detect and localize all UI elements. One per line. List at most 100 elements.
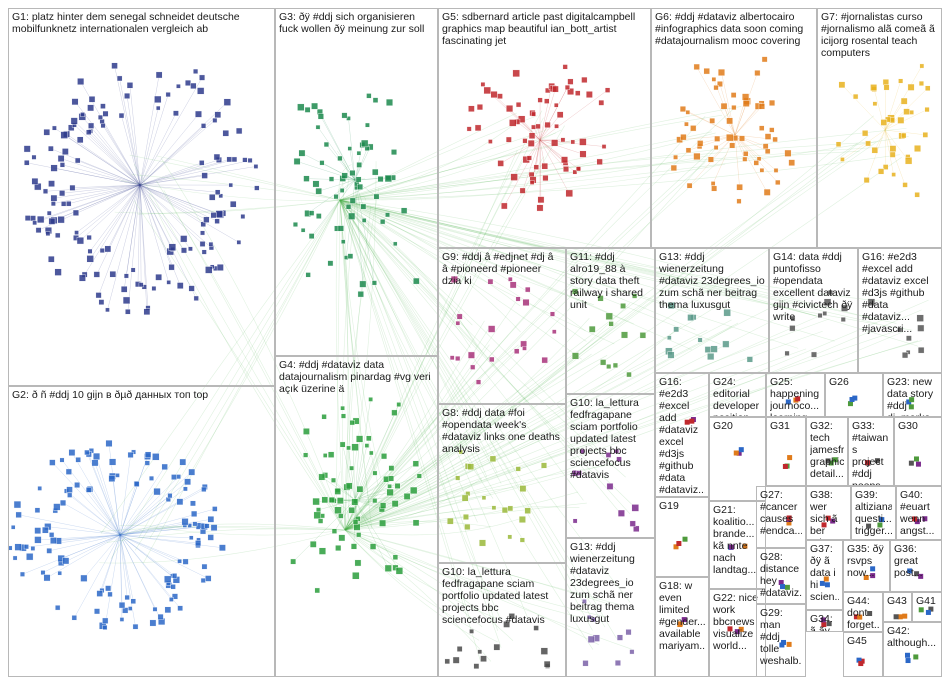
- node-avatar: [96, 590, 103, 597]
- node-avatar: [42, 526, 49, 534]
- node-avatar: [236, 240, 242, 245]
- edge-line: [94, 462, 121, 536]
- node-avatar: [667, 335, 672, 341]
- node-avatar: [586, 614, 592, 620]
- edge-line: [354, 179, 375, 283]
- node-avatar: [468, 105, 475, 112]
- edge-line: [734, 134, 778, 183]
- inter-group-edge: [129, 154, 341, 201]
- node-avatar: [165, 92, 171, 98]
- edge-line: [75, 184, 141, 239]
- node-avatar: [66, 201, 72, 207]
- node-avatar: [321, 496, 329, 504]
- node-avatar: [909, 397, 915, 403]
- node-avatar: [138, 282, 144, 288]
- node-avatar: [13, 500, 22, 509]
- node-avatar: [43, 128, 51, 136]
- node-avatar: [625, 629, 632, 636]
- inter-group-edge: [344, 355, 608, 531]
- node-avatar: [7, 545, 13, 551]
- node-avatar: [605, 312, 613, 320]
- node-avatar: [882, 164, 889, 170]
- node-avatar: [341, 239, 346, 244]
- edge-line: [139, 184, 207, 220]
- node-avatar: [863, 177, 870, 184]
- edge-line: [83, 534, 121, 579]
- node-avatar: [788, 159, 796, 166]
- inter-group-edge: [339, 199, 913, 331]
- inter-group-edge: [339, 199, 594, 306]
- node-avatar: [102, 617, 109, 624]
- node-avatar: [469, 628, 474, 634]
- edge-line: [351, 422, 356, 501]
- node-avatar: [824, 582, 830, 588]
- node-avatar: [746, 356, 753, 363]
- inter-group-edge: [344, 529, 497, 619]
- edge-line: [102, 125, 141, 186]
- node-avatar: [852, 93, 859, 100]
- node-avatar: [509, 119, 517, 127]
- node-avatar: [913, 456, 919, 462]
- inter-group-edge: [99, 526, 346, 532]
- node-avatar: [819, 580, 825, 586]
- node-avatar: [865, 140, 871, 147]
- node-avatar: [100, 123, 106, 129]
- edge-line: [682, 108, 736, 136]
- node-avatar: [832, 457, 838, 463]
- group-box-g20: G20: [709, 417, 766, 501]
- node-avatar: [208, 241, 214, 247]
- node-avatar: [357, 291, 364, 298]
- inter-group-edge: [344, 340, 918, 531]
- node-avatar: [130, 598, 136, 604]
- node-avatar: [817, 313, 823, 319]
- inter-group-edge: [339, 199, 739, 295]
- inter-group-edge: [339, 199, 502, 484]
- inter-group-edge: [339, 199, 878, 324]
- edge-line: [119, 534, 192, 538]
- node-avatar: [728, 544, 734, 550]
- node-avatar: [210, 524, 218, 531]
- group-label-g10: G10: la_lettura fedfragapane sciam portf…: [442, 566, 549, 626]
- node-avatar: [685, 147, 692, 154]
- node-avatar: [50, 164, 58, 172]
- edge-line: [62, 164, 141, 186]
- node-avatar: [525, 286, 531, 293]
- inter-group-edge: [344, 315, 820, 531]
- group-box-g2: G2: ð ñ #ddj 10 gijn в ðµð данных топ to…: [8, 386, 275, 677]
- node-avatar: [717, 68, 725, 76]
- inter-group-edge: [339, 199, 606, 628]
- node-avatar: [84, 449, 90, 456]
- edge-line: [139, 184, 239, 243]
- edge-line: [318, 179, 356, 192]
- group-box-g28: G28: distance hey #dataviz...: [756, 548, 806, 604]
- edge-line: [539, 87, 568, 141]
- node-avatar: [505, 136, 512, 143]
- edge-line: [88, 454, 121, 536]
- node-avatar: [57, 570, 62, 576]
- inter-group-edge: [339, 199, 521, 333]
- node-avatar: [742, 156, 748, 162]
- node-avatar: [487, 278, 494, 285]
- node-avatar: [889, 145, 897, 152]
- edge-line: [119, 534, 156, 610]
- node-avatar: [919, 63, 925, 69]
- node-avatar: [86, 255, 94, 263]
- node-avatar: [124, 92, 131, 99]
- node-avatar: [231, 156, 238, 163]
- node-avatar: [916, 314, 924, 322]
- node-avatar: [347, 253, 354, 259]
- node-avatar: [176, 282, 184, 289]
- node-avatar: [690, 125, 697, 132]
- node-avatar: [925, 85, 931, 91]
- node-avatar: [290, 558, 297, 565]
- inter-group-edge: [163, 190, 346, 531]
- node-avatar: [354, 559, 362, 567]
- node-avatar: [786, 520, 792, 526]
- group-label-g36: G36: great post...: [894, 543, 923, 579]
- node-avatar: [78, 274, 86, 282]
- edge-line: [139, 184, 169, 283]
- node-avatar: [366, 93, 372, 99]
- node-avatar: [72, 209, 79, 216]
- node-avatar: [693, 152, 701, 161]
- node-avatar: [707, 156, 714, 163]
